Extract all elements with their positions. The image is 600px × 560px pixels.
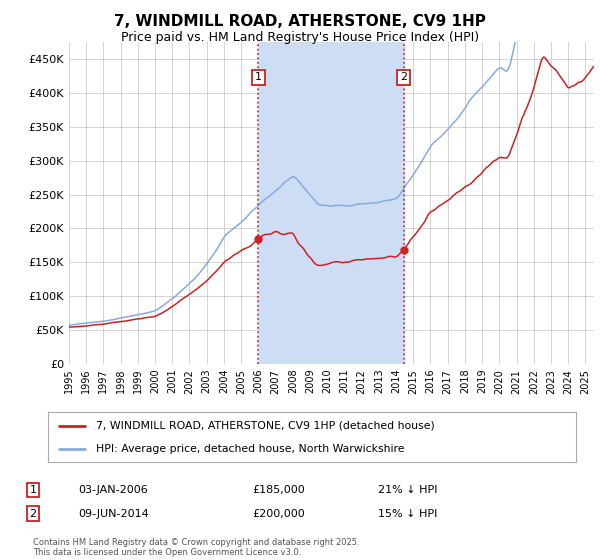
Text: Price paid vs. HM Land Registry's House Price Index (HPI): Price paid vs. HM Land Registry's House … <box>121 31 479 44</box>
Text: £200,000: £200,000 <box>252 508 305 519</box>
Text: 1: 1 <box>29 485 37 495</box>
Text: 2: 2 <box>400 72 407 82</box>
Text: 7, WINDMILL ROAD, ATHERSTONE, CV9 1HP (detached house): 7, WINDMILL ROAD, ATHERSTONE, CV9 1HP (d… <box>95 421 434 431</box>
Text: HPI: Average price, detached house, North Warwickshire: HPI: Average price, detached house, Nort… <box>95 445 404 454</box>
Text: 03-JAN-2006: 03-JAN-2006 <box>78 485 148 495</box>
Text: 15% ↓ HPI: 15% ↓ HPI <box>378 508 437 519</box>
Bar <box>259 42 404 364</box>
Text: 21% ↓ HPI: 21% ↓ HPI <box>378 485 437 495</box>
Text: 2: 2 <box>29 508 37 519</box>
Text: 09-JUN-2014: 09-JUN-2014 <box>78 508 149 519</box>
Text: 1: 1 <box>255 72 262 82</box>
Text: 7, WINDMILL ROAD, ATHERSTONE, CV9 1HP: 7, WINDMILL ROAD, ATHERSTONE, CV9 1HP <box>114 14 486 29</box>
Text: £185,000: £185,000 <box>252 485 305 495</box>
Text: Contains HM Land Registry data © Crown copyright and database right 2025.
This d: Contains HM Land Registry data © Crown c… <box>33 538 359 557</box>
